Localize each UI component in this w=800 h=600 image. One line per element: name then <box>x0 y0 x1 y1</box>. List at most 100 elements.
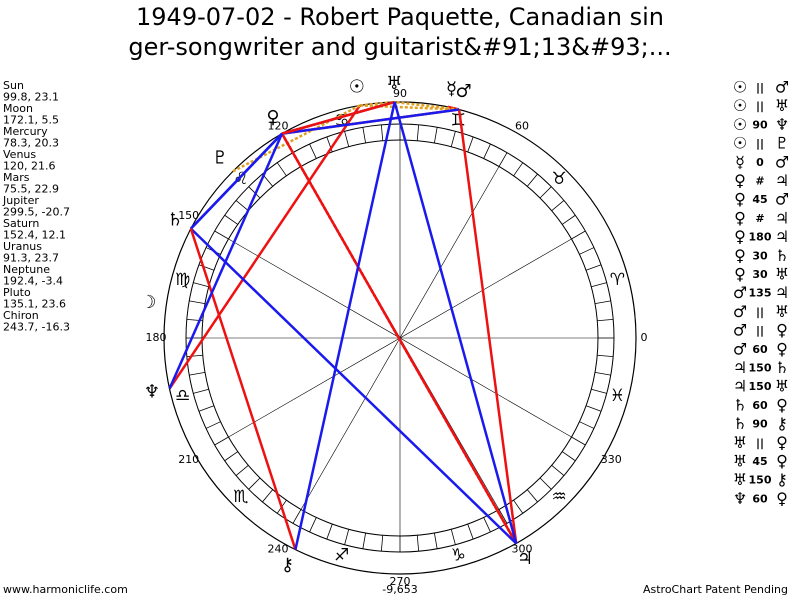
aspect-line <box>393 101 518 544</box>
planet-latitude: 22.9 <box>35 183 60 196</box>
aspect-type: 135 <box>749 287 772 300</box>
planet-name: Jupiter <box>2 194 39 207</box>
planet-name: Pluto <box>3 286 31 299</box>
planet-name: Saturn <box>3 217 39 230</box>
aspect-type: # <box>755 175 764 188</box>
sign-glyph: ♈ <box>610 270 625 290</box>
planet-latitude: 23.7 <box>35 252 60 265</box>
hatch-tick <box>483 517 491 533</box>
planet-glyph: ♂ <box>456 81 472 102</box>
aspect-line <box>457 109 518 544</box>
aspect-from: ♀ <box>734 208 746 227</box>
aspect-to: ♂ <box>775 78 789 97</box>
aspect-from: ♂ <box>733 339 747 358</box>
aspect-type: 180 <box>749 231 772 244</box>
aspect-to: ♅ <box>775 96 789 115</box>
planet-position: 299.5, -20.7 <box>3 206 70 219</box>
hatch-tick <box>235 464 249 476</box>
hatch-tick <box>380 535 384 552</box>
hatch-tick <box>513 162 524 177</box>
planet-glyph: ♄ <box>167 209 183 230</box>
hatch-tick <box>539 477 552 490</box>
hatch-tick <box>594 300 611 305</box>
aspect-to: ⚷ <box>776 470 788 489</box>
planet-position: 192.4, -3.4 <box>3 275 63 288</box>
aspect-line <box>359 100 395 107</box>
title-line: 1949-07-02 - Robert Paquette, Canadian s… <box>136 3 664 31</box>
planet-glyph: ♀ <box>266 107 279 128</box>
planet-glyph: ☿ <box>446 78 457 99</box>
planet-glyph: ☉ <box>349 77 365 98</box>
aspect-line <box>168 104 361 390</box>
aspect-line <box>232 104 361 173</box>
sign-glyph: ♏ <box>233 487 248 507</box>
aspect-type: || <box>756 305 764 318</box>
hatch-tick <box>597 354 614 358</box>
hatch-tick <box>433 532 438 549</box>
hatch-tick <box>362 532 367 549</box>
hatch-tick <box>380 124 384 141</box>
degree-label: 180 <box>146 331 167 344</box>
aspect-type: 30 <box>752 268 768 281</box>
aspect-from: ♀ <box>734 227 746 246</box>
aspect-type: 150 <box>749 474 772 487</box>
aspect-type: 0 <box>756 156 764 169</box>
hatch-tick <box>224 451 239 462</box>
sign-glyph: ♍ <box>175 270 190 290</box>
aspect-type: 150 <box>749 380 772 393</box>
aspect-from: ♆ <box>733 489 747 508</box>
aspect-type: || <box>756 100 764 113</box>
hatch-tick <box>309 143 317 159</box>
aspect-from: ☉ <box>733 134 747 153</box>
aspect-from: ♀ <box>734 246 746 265</box>
aspect-from: ☉ <box>733 115 747 134</box>
planet-name: Venus <box>3 148 36 161</box>
aspect-from: ☿ <box>735 152 745 171</box>
planet-name: Chiron <box>3 309 39 322</box>
sign-glyph: ♑ <box>451 545 466 565</box>
planet-latitude: 20.3 <box>35 137 60 150</box>
aspect-to: ♆ <box>775 115 789 134</box>
planet-glyph: ♆ <box>144 382 160 403</box>
degree-label: 90 <box>393 87 407 100</box>
planet-position: 75.5, 22.9 <box>3 183 59 196</box>
planet-longitude: 91.3 <box>3 252 28 265</box>
aspect-from: ♀ <box>734 265 746 284</box>
aspect-to: ♀ <box>776 489 788 508</box>
hatch-tick <box>214 436 229 446</box>
planet-position: 91.3, 23.7 <box>3 252 59 265</box>
hatch-tick <box>309 517 317 533</box>
planet-latitude: -16.3 <box>42 321 70 334</box>
aspect-type: || <box>756 436 764 449</box>
planet-latitude: 23.1 <box>35 91 60 104</box>
sign-glyph: ♎ <box>175 386 190 406</box>
hatch-tick <box>198 264 215 271</box>
chart-number: -9,653 <box>382 583 417 596</box>
aspect-to: ♄ <box>775 246 789 265</box>
outer-ring <box>163 101 637 575</box>
aspect-type: 60 <box>752 399 768 412</box>
aspect-type: || <box>756 81 764 94</box>
aspect-line <box>281 108 460 135</box>
aspect-from: ♄ <box>733 395 747 414</box>
aspect-line <box>168 133 284 390</box>
planet-glyph: ☽ <box>140 292 156 313</box>
planet-latitude: 5.5 <box>42 114 60 127</box>
planet-glyph: ♇ <box>212 148 228 169</box>
aspect-from: ♅ <box>733 452 747 471</box>
hatch-tick <box>591 282 607 288</box>
degree-label: 0 <box>641 331 648 344</box>
hatch-tick <box>594 371 611 376</box>
hatch-tick <box>189 371 206 376</box>
aspect-to: ♀ <box>776 452 788 471</box>
planet-name: Uranus <box>3 240 42 253</box>
planet-name: Neptune <box>3 263 50 276</box>
degree-label: 300 <box>512 542 533 555</box>
hatch-tick <box>450 529 456 545</box>
sign-glyph: ♊ <box>451 111 466 131</box>
planet-glyph: ⚷ <box>281 555 294 576</box>
hatch-tick <box>498 509 508 524</box>
hatch-tick <box>344 131 350 147</box>
hatch-tick <box>433 127 438 144</box>
sign-glyph: ♉ <box>551 169 566 189</box>
